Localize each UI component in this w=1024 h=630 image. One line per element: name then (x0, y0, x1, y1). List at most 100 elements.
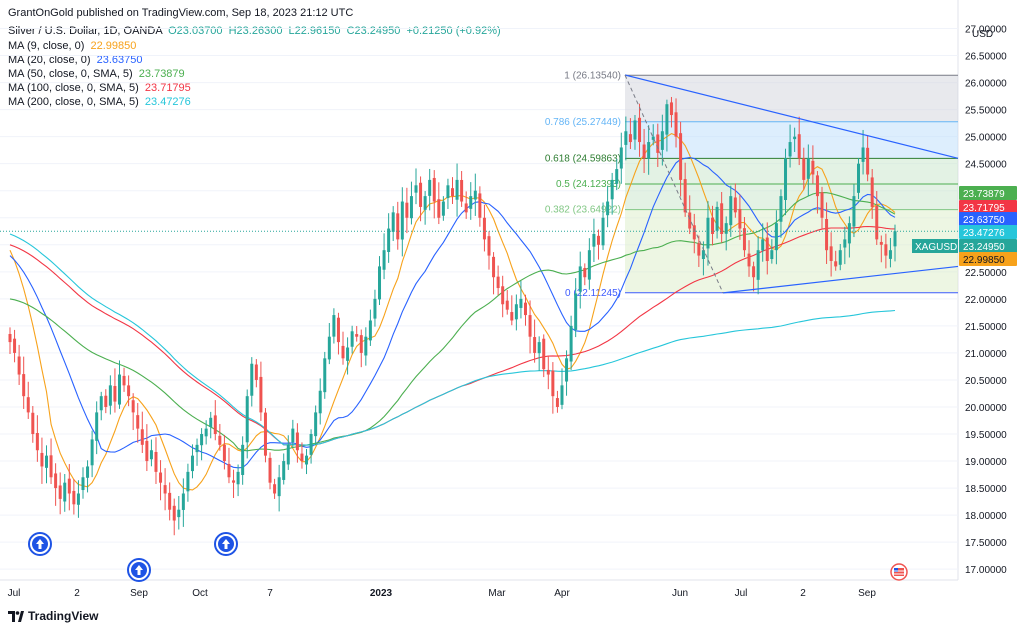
candle-body (26, 397, 30, 413)
y-tick-label: 25.00000 (965, 133, 1007, 144)
ma50-label: MA (50, close, 0, SMA, 5) (8, 68, 133, 80)
fib-label: 0.5 (24.12393) (556, 179, 621, 190)
candle-body (455, 179, 459, 200)
candle-body (341, 345, 345, 359)
candle-body (145, 440, 149, 462)
fib-anchor-line (624, 74, 724, 294)
ohlc-high: H23.26300 (228, 25, 283, 37)
tradingview-logo[interactable]: TradingView (8, 609, 98, 623)
y-tick-label: 19.50000 (965, 430, 1007, 441)
candle-body (793, 136, 797, 140)
x-tick-label: Mar (488, 588, 506, 599)
candle-body (195, 444, 199, 453)
x-tick-label: 2 (800, 588, 806, 599)
candle-body (770, 250, 774, 260)
candle-body (122, 375, 126, 386)
fib-band (625, 158, 958, 185)
candle-body (460, 179, 464, 202)
x-tick-label: Apr (554, 588, 570, 599)
candle-body (523, 302, 527, 316)
event-marker-up-icon[interactable] (214, 532, 238, 556)
ma9-value: 22.99850 (90, 40, 137, 52)
y-tick-label: 22.00000 (965, 295, 1007, 306)
candle-body (113, 386, 117, 402)
candle-body (99, 396, 103, 411)
candle-body (22, 374, 26, 397)
candle-body (419, 182, 423, 207)
candle-body (669, 102, 673, 116)
candle-body (847, 223, 851, 244)
candle-body (679, 133, 683, 180)
symbol-badge (912, 239, 958, 253)
candle-body (711, 217, 715, 234)
candle-body (533, 337, 537, 353)
candle-body (441, 201, 445, 216)
candle-body (752, 266, 756, 278)
ma20-legend[interactable]: MA (20, close, 0) 23.63750 (8, 54, 143, 66)
candle-body (391, 212, 395, 232)
candle-body (802, 158, 806, 180)
candle-body (396, 213, 400, 240)
candle-body (756, 250, 760, 280)
candle-body (13, 338, 17, 353)
candle-body (387, 228, 391, 252)
x-axis-ticks: Jul 2 Sep Oct 7 2023 Mar Apr Jun Jul 2 Sep (8, 588, 877, 599)
candle-body (870, 177, 874, 207)
candle-body (542, 338, 546, 370)
candle-body (464, 203, 468, 213)
candle-body (596, 235, 600, 245)
candle-body (67, 478, 71, 494)
event-marker-up-icon[interactable] (127, 558, 151, 582)
ma9-legend[interactable]: MA (9, close, 0) 22.99850 (8, 40, 136, 52)
candle-body (8, 333, 12, 343)
ma200-label: MA (200, close, 0, SMA, 5) (8, 96, 139, 108)
candle-body (222, 444, 226, 462)
candle-body (555, 398, 559, 407)
fib-retracement[interactable]: 1 (26.13540) 0.786 (25.27449) 0.618 (24.59… (545, 70, 958, 299)
candle-body (866, 147, 870, 175)
candle-body (159, 472, 163, 483)
candle-body (149, 450, 153, 460)
candles (8, 96, 897, 536)
candle-body (72, 490, 76, 505)
trendlines[interactable] (0, 74, 959, 294)
symbol-title[interactable]: Silver / U.S. Dollar, 1D, OANDA (8, 25, 163, 37)
ma50-legend[interactable]: MA (50, close, 0, SMA, 5) 23.73879 (8, 68, 185, 80)
candle-body (355, 334, 359, 337)
candle-body (487, 236, 491, 256)
y-tick-label: 24.50000 (965, 160, 1007, 171)
candle-body (674, 112, 678, 137)
candle-body (633, 120, 637, 140)
candle-body (282, 461, 286, 480)
candle-body (409, 196, 413, 219)
candle-body (729, 196, 733, 226)
ma100-value: 23.71795 (144, 82, 191, 94)
event-marker-up-icon[interactable] (28, 532, 52, 556)
ma200-legend[interactable]: MA (200, close, 0, SMA, 5) 23.47276 (8, 96, 191, 108)
candle-body (651, 136, 655, 140)
y-tick-label: 26.50000 (965, 52, 1007, 63)
candle-body (546, 369, 550, 375)
candle-body (624, 131, 628, 145)
candle-body (323, 358, 327, 393)
candle-body (811, 160, 815, 175)
candle-body (565, 358, 569, 382)
candle-body (405, 202, 409, 218)
candle-body (615, 169, 619, 184)
price-badge (959, 186, 1017, 200)
candle-body (482, 217, 486, 240)
candle-body (295, 432, 299, 451)
candle-body (104, 395, 108, 407)
candle-body (857, 163, 861, 193)
candle-body (131, 400, 135, 413)
ma100-legend[interactable]: MA (100, close, 0, SMA, 5) 23.71795 (8, 82, 191, 94)
flag-icon[interactable] (890, 563, 908, 581)
candle-body (852, 196, 856, 227)
candle-body (168, 492, 172, 510)
candle-body (815, 175, 819, 197)
candle-body (245, 396, 249, 443)
candle-body (473, 190, 477, 200)
candle-body (551, 370, 555, 397)
candle-body (373, 298, 377, 319)
